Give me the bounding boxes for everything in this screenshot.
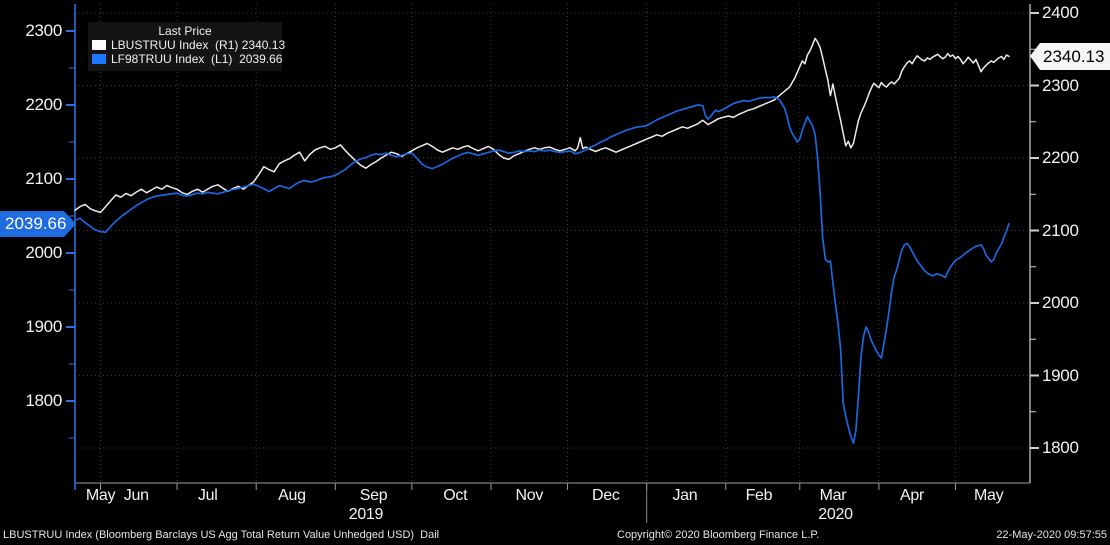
right-axis-tick-label: 2200	[1042, 148, 1079, 167]
legend-title: Last Price	[158, 24, 212, 38]
left-axis-tick-label: 2000	[25, 243, 62, 262]
x-axis-month-label: May	[973, 487, 1004, 504]
x-axis-month-label: Sep	[359, 487, 388, 504]
right-axis-tick-label: 1800	[1042, 438, 1079, 457]
footer-timestamp: 22-May-2020 09:57:55	[996, 529, 1107, 541]
left-axis-tick-label: 2300	[25, 21, 62, 40]
legend-item-label: LBUSTRUU Index (R1) 2340.13	[111, 37, 286, 52]
left-axis-tick-label: 2100	[25, 169, 62, 188]
x-axis-month-label: Jan	[672, 487, 698, 504]
lbustruu-swatch-icon	[92, 40, 106, 50]
footer-copyright: Copyright© 2020 Bloomberg Finance L.P.	[617, 529, 820, 541]
last-price-badge-left: 2039.66	[0, 211, 76, 237]
x-axis-month-label: Feb	[745, 487, 773, 504]
last-price-badge-right: 2340.13	[1030, 43, 1110, 70]
legend-item-label: LF98TRUU Index (L1) 2039.66	[111, 51, 283, 66]
left-axis-tick-label: 1900	[25, 317, 62, 336]
x-axis-year-label: 2019	[348, 506, 384, 523]
x-axis-month-label: Jul	[197, 487, 218, 504]
x-axis-year-label: 2020	[818, 506, 853, 523]
lbustruu-price-line	[74, 37, 1010, 214]
x-axis-month-label: Apr	[900, 487, 925, 504]
legend-item-lbustruu[interactable]: LBUSTRUU Index (R1) 2340.13	[92, 37, 286, 52]
right-axis-tick-label: 1900	[1042, 365, 1079, 385]
left-axis-tick-label: 1800	[25, 391, 62, 410]
right-axis-tick-label: 2400	[1042, 3, 1079, 22]
x-axis-month-label: Oct	[443, 487, 468, 504]
right-axis-tick-label: 2000	[1042, 293, 1079, 312]
x-axis-month-label: May	[85, 487, 116, 504]
x-axis-month-label: Dec	[592, 487, 620, 504]
right-axis-tick-label: 2300	[1042, 75, 1079, 95]
lf98truu-swatch-icon	[92, 54, 106, 64]
x-axis-month-label: Aug	[278, 487, 306, 504]
x-axis-month-label: Nov	[515, 487, 544, 504]
footer-security-description: LBUSTRUU Index (Bloomberg Barclays US Ag…	[3, 529, 440, 541]
lf98truu-price-line	[74, 96, 1010, 445]
left-axis-tick-label: 2200	[25, 95, 62, 114]
legend-item-lf98truu[interactable]: LF98TRUU Index (L1) 2039.66	[92, 52, 282, 66]
right-axis-tick-label: 2100	[1042, 220, 1079, 240]
chart-legend: Last Price LBUSTRUU Index (R1) 2340.13 L…	[88, 22, 286, 71]
x-axis-month-label: Mar	[819, 487, 847, 504]
x-axis-month-label: Jun	[123, 487, 149, 504]
